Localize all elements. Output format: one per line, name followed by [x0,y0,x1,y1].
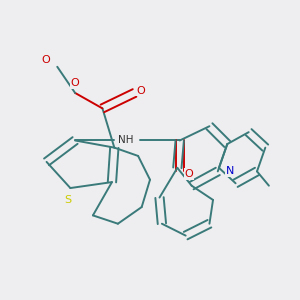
Text: O: O [71,78,80,88]
Text: O: O [185,169,194,179]
Text: S: S [64,195,71,205]
Text: O: O [41,55,50,64]
Text: S: S [64,195,71,205]
Text: N: N [226,167,234,176]
Text: O: O [136,85,145,96]
Text: NH: NH [118,136,134,146]
